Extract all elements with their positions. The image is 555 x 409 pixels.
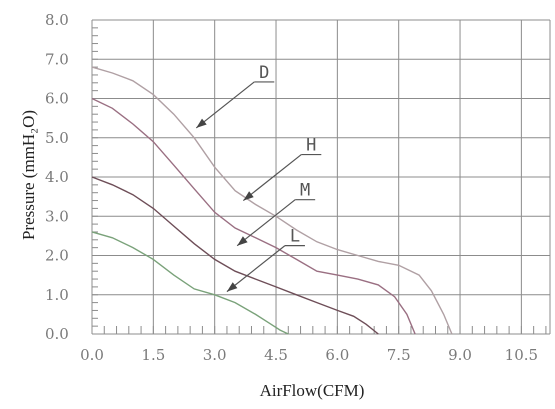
x-tick-label: 7.5 — [387, 346, 411, 364]
x-tick-labels: 0.0 1.5 3.0 4.5 6.0 7.5 9.0 10.5 — [80, 346, 538, 364]
callout-label: D — [259, 63, 269, 83]
callout-h: H — [242, 136, 322, 202]
callout-label: H — [306, 136, 316, 156]
x-tick-label: 9.0 — [448, 346, 472, 364]
series-line-l — [91, 231, 289, 335]
x-tick-label: 10.5 — [505, 346, 538, 364]
callout-arrowhead — [226, 282, 238, 292]
minor-ticks — [91, 19, 547, 335]
y-tick-label: 7.0 — [45, 50, 69, 68]
y-tick-label: 0.0 — [45, 325, 69, 343]
y-tick-label: 1.0 — [45, 286, 69, 304]
series-line-m — [91, 176, 379, 335]
x-tick-label: 4.5 — [264, 346, 288, 364]
y-tick-label: 6.0 — [45, 90, 69, 108]
y-axis-label: Pressure (mmH₂O) — [19, 110, 38, 240]
series-callouts: D H M L — [195, 63, 322, 293]
x-tick-label: 0.0 — [80, 346, 104, 364]
x-axis-label: AirFlow(CFM) — [260, 381, 365, 400]
callout-label: M — [300, 181, 310, 201]
callout-l: L — [226, 227, 305, 293]
series-line-d — [91, 66, 453, 335]
y-tick-label: 3.0 — [45, 207, 69, 225]
callout-arrowhead — [243, 191, 254, 201]
callout-m: M — [236, 181, 316, 247]
callout-leader — [195, 81, 255, 129]
callout-arrowhead — [196, 118, 207, 128]
y-tick-label: 8.0 — [45, 11, 69, 29]
x-tick-label: 1.5 — [141, 346, 165, 364]
y-tick-label: 5.0 — [45, 129, 69, 147]
callout-d: D — [195, 63, 275, 129]
callout-arrowhead — [237, 236, 248, 246]
callout-leader — [242, 154, 302, 202]
grid — [91, 19, 551, 335]
x-tick-label: 3.0 — [203, 346, 227, 364]
series-line-h — [91, 97, 416, 335]
y-tick-label: 2.0 — [45, 247, 69, 265]
y-tick-labels: 0.0 1.0 2.0 3.0 4.0 5.0 6.0 7.0 8.0 — [45, 11, 69, 343]
x-tick-label: 6.0 — [325, 346, 349, 364]
series-lines — [91, 66, 453, 335]
callout-leader — [236, 199, 296, 247]
callout-leader — [226, 245, 286, 293]
callout-label: L — [290, 227, 300, 247]
y-tick-label: 4.0 — [45, 168, 69, 186]
